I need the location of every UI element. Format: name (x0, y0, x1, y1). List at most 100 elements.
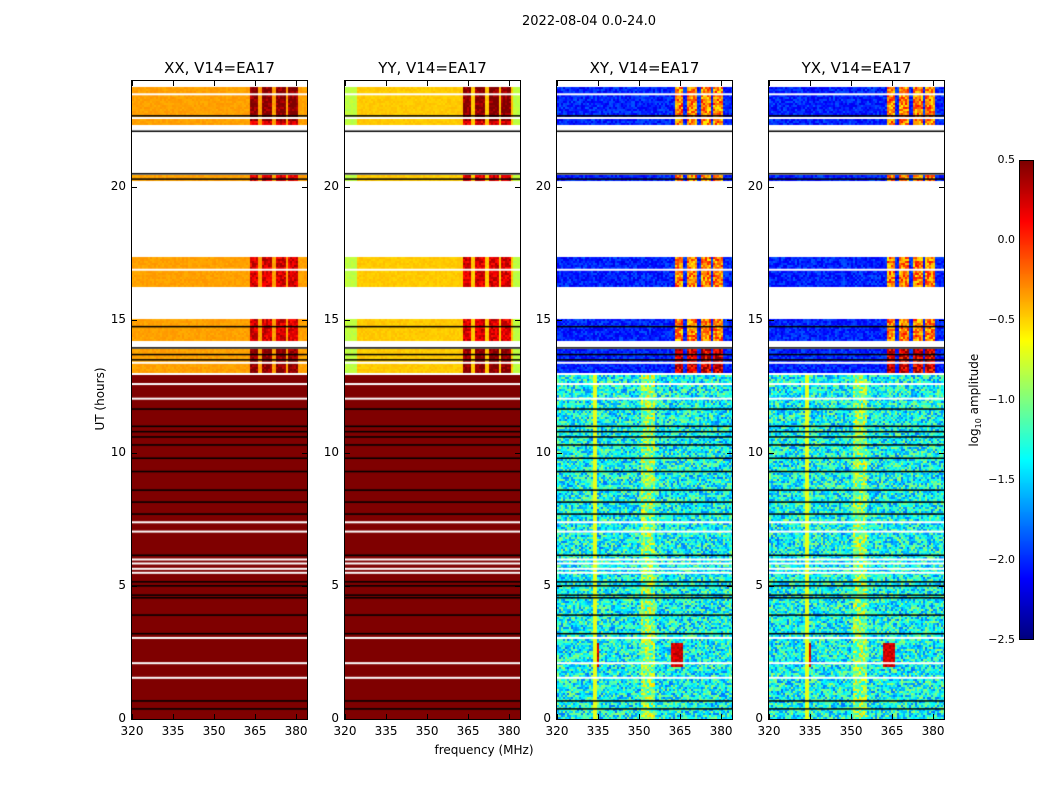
y-tick-mark (345, 320, 350, 322)
y-tick-label: 10 (110, 445, 126, 460)
x-tick-label: 320 (333, 724, 357, 738)
x-tick-label: 365 (456, 724, 480, 738)
figure-title: 2022-08-04 0.0-24.0 (522, 14, 656, 29)
y-tick-mark (132, 719, 137, 720)
x-tick-label: 380 (497, 724, 521, 738)
x-tick-label: 365 (243, 724, 267, 738)
colorbar-tick-label: −0.5 (988, 313, 1015, 326)
x-tick-mark (721, 81, 723, 86)
colorbar-gradient (1020, 161, 1033, 639)
x-tick-mark (769, 81, 770, 86)
x-tick-mark (810, 714, 812, 719)
y-tick-label: 15 (110, 312, 126, 327)
x-tick-mark (255, 714, 257, 719)
x-tick-label: 335 (161, 724, 185, 738)
x-tick-mark (680, 81, 682, 86)
x-tick-mark (296, 714, 298, 719)
x-tick-label: 335 (586, 724, 610, 738)
x-tick-label: 380 (921, 724, 945, 738)
y-tick-mark (515, 453, 520, 455)
x-axis-label: frequency (MHz) (434, 743, 534, 757)
x-tick-mark (598, 714, 600, 719)
x-tick-label: 320 (757, 724, 781, 738)
panel-xy (556, 80, 733, 720)
y-tick-label: 10 (747, 445, 763, 460)
y-tick-mark (769, 187, 774, 189)
y-tick-label: 0 (543, 711, 551, 725)
y-tick-mark (132, 187, 137, 189)
y-tick-mark (769, 320, 774, 322)
y-tick-mark (345, 586, 350, 588)
waterfall-heatmap (345, 81, 520, 719)
panel-xx (131, 80, 308, 720)
y-tick-mark (769, 453, 774, 455)
x-tick-mark (639, 714, 641, 719)
colorbar-tick-label: −1.0 (988, 393, 1015, 406)
y-tick-label: 20 (747, 179, 763, 194)
y-axis-label: UT (hours) (93, 367, 107, 431)
y-tick-label: 0 (118, 711, 126, 725)
x-tick-mark (214, 714, 216, 719)
x-tick-label: 320 (120, 724, 144, 738)
x-tick-mark (598, 81, 600, 86)
panel-yx (768, 80, 945, 720)
x-tick-mark (639, 81, 641, 86)
x-tick-mark (892, 714, 894, 719)
panel-title: XY, V14=EA17 (589, 59, 700, 77)
y-tick-mark (939, 453, 944, 455)
y-tick-mark (557, 320, 562, 322)
colorbar-label-rest: amplitude (966, 353, 981, 419)
x-tick-mark (769, 714, 770, 719)
x-tick-mark (851, 81, 853, 86)
y-tick-label: 15 (535, 312, 551, 327)
y-tick-mark (939, 320, 944, 322)
x-tick-mark (933, 81, 935, 86)
y-tick-label: 10 (323, 445, 339, 460)
y-tick-label: 15 (747, 312, 763, 327)
x-tick-mark (132, 714, 133, 719)
colorbar-tick-label: 0.0 (997, 233, 1016, 246)
y-tick-mark (132, 320, 137, 322)
x-tick-label: 335 (798, 724, 822, 738)
y-tick-label: 0 (755, 711, 763, 725)
panel-yy (344, 80, 521, 720)
y-tick-mark (769, 586, 774, 588)
y-tick-mark (727, 719, 732, 720)
y-tick-mark (515, 320, 520, 322)
colorbar (1019, 160, 1034, 640)
x-tick-mark (173, 81, 175, 86)
x-tick-label: 365 (880, 724, 904, 738)
x-tick-label: 335 (374, 724, 398, 738)
colorbar-tick-label: −2.0 (988, 553, 1015, 566)
colorbar-tick-label: −2.5 (988, 633, 1015, 646)
y-tick-mark (132, 586, 137, 588)
x-tick-mark (721, 714, 723, 719)
y-tick-label: 5 (755, 578, 763, 593)
y-tick-label: 15 (323, 312, 339, 327)
y-tick-label: 10 (535, 445, 551, 460)
y-tick-label: 20 (110, 179, 126, 194)
x-tick-mark (557, 81, 558, 86)
waterfall-heatmap (557, 81, 732, 719)
y-tick-label: 5 (331, 578, 339, 593)
y-tick-label: 20 (323, 179, 339, 194)
y-tick-mark (727, 586, 732, 588)
y-tick-mark (302, 586, 307, 588)
x-tick-mark (557, 714, 558, 719)
x-tick-label: 350 (415, 724, 439, 738)
x-tick-mark (680, 714, 682, 719)
panel-title: XX, V14=EA17 (164, 59, 275, 77)
y-tick-mark (302, 320, 307, 322)
x-tick-mark (892, 81, 894, 86)
y-tick-mark (939, 187, 944, 189)
y-tick-label: 20 (535, 179, 551, 194)
y-tick-mark (345, 719, 350, 720)
y-tick-mark (557, 187, 562, 189)
colorbar-tick-label: −1.5 (988, 473, 1015, 486)
waterfall-heatmap (769, 81, 944, 719)
x-tick-mark (851, 714, 853, 719)
colorbar-tick-label: 0.5 (997, 153, 1016, 166)
y-tick-mark (345, 187, 350, 189)
x-tick-mark (132, 81, 133, 86)
